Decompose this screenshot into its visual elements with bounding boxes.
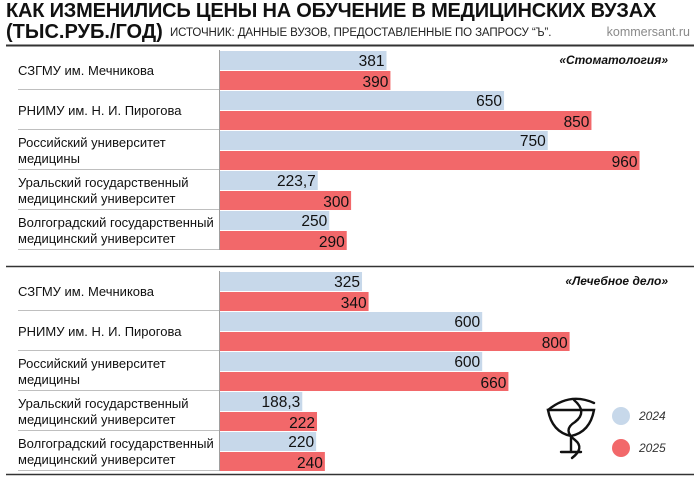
category-label: медицинский университет [18, 412, 175, 427]
bar-2024 [220, 312, 483, 331]
bar-2025 [220, 452, 325, 471]
bar-2025 [220, 332, 570, 351]
bar-2024 [220, 392, 303, 411]
category-label: СЗГМУ им. Мечникова [18, 284, 155, 299]
bar-2025 [220, 231, 347, 250]
site-credit: kommersant.ru [606, 25, 690, 39]
value-label-2024: 220 [288, 434, 314, 451]
bar-2025 [220, 412, 318, 431]
bar-2025 [220, 111, 592, 130]
category-label: Уральский государственный [18, 396, 189, 411]
category-label: СЗГМУ им. Мечникова [18, 63, 155, 78]
value-label-2024: 325 [334, 274, 360, 291]
value-label-2024: 650 [476, 93, 502, 110]
source-note: ИСТОЧНИК: ДАННЫЕ ВУЗОВ, ПРЕДОСТАВЛЕННЫЕ … [170, 27, 552, 39]
bowl-of-hygieia-icon [546, 397, 596, 460]
value-label-2025: 960 [612, 154, 638, 171]
category-label: Российский университет [18, 135, 166, 150]
bar-2024 [220, 352, 483, 371]
value-label-2024: 223,7 [277, 173, 316, 190]
value-label-2024: 750 [520, 133, 546, 150]
category-label: РНИМУ им. Н. И. Пирогова [18, 103, 182, 118]
value-label-2025: 800 [542, 335, 568, 352]
bar-2024 [220, 51, 387, 70]
bar-2024 [220, 272, 363, 291]
category-label: Волгоградский государственный [18, 215, 214, 230]
bar-2025 [220, 71, 391, 90]
category-label: Российский университет [18, 356, 166, 371]
value-label-2025: 340 [341, 295, 367, 312]
category-label: Уральский государственный [18, 175, 189, 190]
value-label-2025: 850 [564, 114, 590, 131]
value-label-2025: 390 [363, 74, 389, 91]
bar-2024 [220, 91, 505, 110]
legend-label-2024: 2024 [638, 409, 666, 423]
value-label-2025: 660 [481, 375, 507, 392]
value-label-2024: 250 [301, 213, 327, 230]
bar-2025 [220, 151, 640, 170]
bar-2024 [220, 211, 330, 230]
value-label-2025: 290 [319, 234, 345, 251]
value-label-2024: 600 [454, 314, 480, 331]
bar-2025 [220, 292, 369, 311]
panel-label: «Стоматология» [559, 53, 668, 67]
legend-swatch-2025 [612, 439, 630, 457]
category-label: медицины [18, 372, 80, 387]
value-label-2024: 381 [359, 53, 385, 70]
category-label: РНИМУ им. Н. И. Пирогова [18, 324, 182, 339]
value-label-2025: 222 [289, 415, 315, 432]
legend-label-2025: 2025 [638, 441, 666, 455]
value-label-2024: 188,3 [261, 394, 300, 411]
legend-swatch-2024 [612, 407, 630, 425]
bar-2024 [220, 432, 317, 451]
bar-2025 [220, 191, 352, 210]
chart-title: КАК ИЗМЕНИЛИСЬ ЦЕНЫ НА ОБУЧЕНИЕ В МЕДИЦИ… [6, 0, 657, 22]
category-label: медицинский университет [18, 191, 175, 206]
value-label-2024: 600 [454, 354, 480, 371]
category-label: медицинский университет [18, 452, 175, 467]
category-label: медицинский университет [18, 231, 175, 246]
value-label-2025: 300 [323, 194, 349, 211]
panel-label: «Лечебное дело» [565, 274, 668, 288]
bar-2025 [220, 372, 509, 391]
bar-2024 [220, 171, 318, 190]
value-label-2025: 240 [297, 455, 323, 472]
category-label: медицины [18, 151, 80, 166]
chart-title-unit: (ТЫС.РУБ./ГОД) [6, 21, 163, 43]
bar-2024 [220, 131, 548, 150]
category-label: Волгоградский государственный [18, 436, 214, 451]
